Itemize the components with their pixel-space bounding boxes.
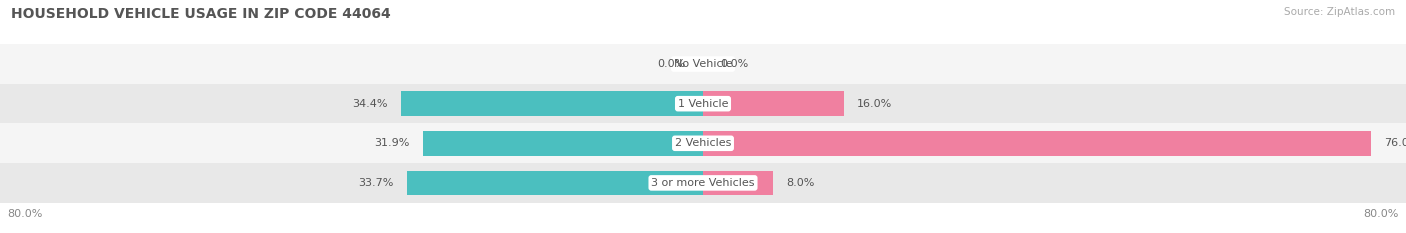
Text: 0.0%: 0.0% — [657, 59, 686, 69]
Bar — [0, 163, 1406, 203]
Text: 31.9%: 31.9% — [374, 138, 409, 148]
Text: 3 or more Vehicles: 3 or more Vehicles — [651, 178, 755, 188]
Bar — [401, 91, 703, 116]
Bar — [423, 131, 703, 156]
Text: 76.0%: 76.0% — [1384, 138, 1406, 148]
Text: 8.0%: 8.0% — [786, 178, 815, 188]
Text: 34.4%: 34.4% — [352, 99, 388, 109]
Bar — [703, 91, 844, 116]
Bar — [703, 131, 1371, 156]
Bar — [0, 123, 1406, 163]
Text: 2 Vehicles: 2 Vehicles — [675, 138, 731, 148]
Text: 80.0%: 80.0% — [1364, 209, 1399, 219]
Bar — [703, 171, 773, 195]
Text: HOUSEHOLD VEHICLE USAGE IN ZIP CODE 44064: HOUSEHOLD VEHICLE USAGE IN ZIP CODE 4406… — [11, 7, 391, 21]
Text: 16.0%: 16.0% — [856, 99, 891, 109]
Text: No Vehicle: No Vehicle — [673, 59, 733, 69]
Text: 80.0%: 80.0% — [7, 209, 42, 219]
Text: 1 Vehicle: 1 Vehicle — [678, 99, 728, 109]
Bar — [0, 44, 1406, 84]
Bar — [0, 84, 1406, 123]
Text: 33.7%: 33.7% — [359, 178, 394, 188]
Text: 0.0%: 0.0% — [721, 59, 749, 69]
Text: Source: ZipAtlas.com: Source: ZipAtlas.com — [1284, 7, 1395, 17]
Bar — [406, 171, 703, 195]
